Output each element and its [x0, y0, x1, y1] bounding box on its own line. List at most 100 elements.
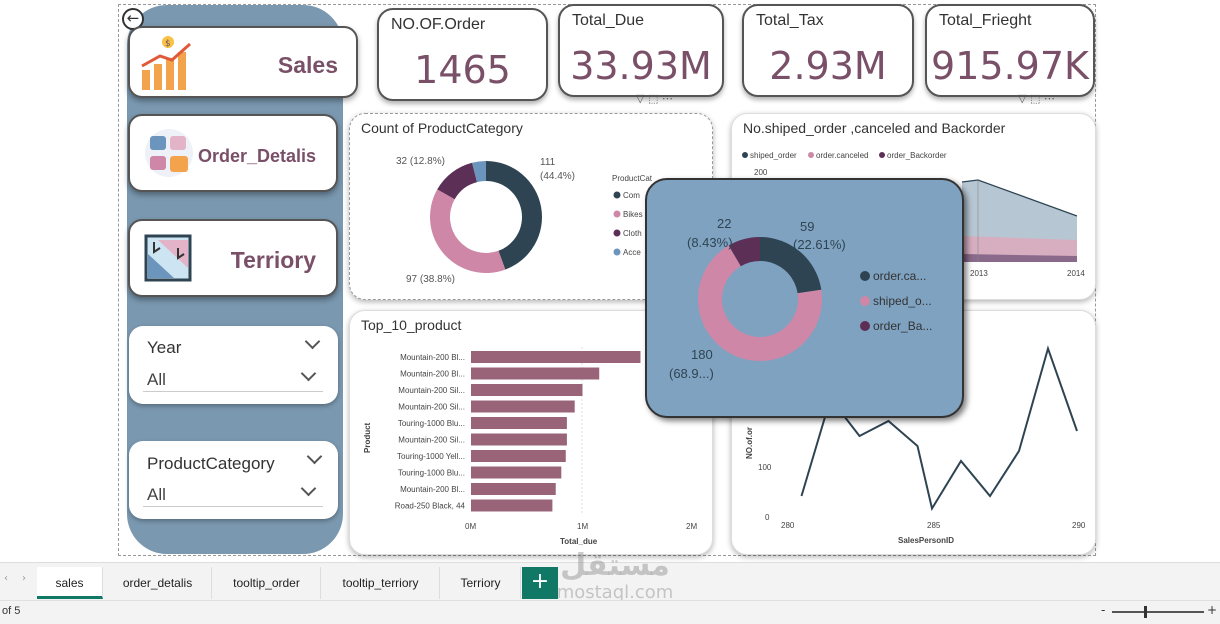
zoom-slider-thumb[interactable] — [1144, 606, 1147, 618]
bar[interactable] — [471, 466, 562, 479]
y-tick: 200 — [754, 168, 768, 177]
tab-tooltip-order[interactable]: tooltip_order — [213, 567, 321, 599]
product-category-slicer-title: ProductCategory — [147, 454, 275, 473]
visual-header: ▽ ⬚ ⋯ — [1018, 92, 1094, 108]
backorder-area — [962, 254, 1077, 262]
legend-title: ProductCat — [612, 174, 653, 183]
donut-slice[interactable] — [430, 189, 506, 273]
donut-slice[interactable] — [437, 162, 478, 200]
bar[interactable] — [471, 483, 556, 495]
panel-title: No.shiped_order ,canceled and Backorder — [743, 120, 1006, 136]
bar-chart: Product Total_due 0M 1M 2M Mountain-200 … — [363, 347, 697, 546]
donut-slice[interactable] — [472, 161, 486, 183]
bar-category-label: Mountain-200 Sil... — [398, 386, 465, 395]
bar[interactable] — [471, 417, 567, 429]
bar[interactable] — [471, 351, 641, 363]
focus-mode-icon[interactable]: ⬚ — [647, 92, 659, 105]
legend-item: order_Ba... — [873, 319, 932, 333]
x-tick: 290 — [1072, 521, 1086, 530]
donut-label: 22 — [717, 216, 731, 231]
scroll-right-icon[interactable]: › — [22, 573, 26, 584]
x-tick: 280 — [781, 521, 795, 530]
product-category-dropdown-value: All — [147, 485, 166, 504]
tab-order-details[interactable]: order_detalis — [104, 567, 212, 599]
bar-category-label: Touring-1000 Blu... — [398, 419, 465, 428]
donut-label: (68.9...) — [669, 366, 714, 381]
bar[interactable] — [471, 450, 566, 462]
legend-dot — [860, 271, 870, 281]
legend-item: order.ca... — [873, 269, 926, 283]
donut-label: 97 (38.8%) — [406, 274, 455, 285]
zoom-out-icon[interactable]: - — [1101, 603, 1106, 617]
nav-territory-button[interactable]: Terriory — [128, 219, 338, 297]
year-slicer-title: Year — [147, 338, 182, 357]
watermark-latin: mostaql.com — [556, 582, 674, 603]
more-options-icon[interactable]: ⋯ — [661, 92, 673, 105]
donut-label: 180 — [691, 347, 713, 362]
tab-tooltip-territory[interactable]: tooltip_terriory — [322, 567, 440, 599]
chevron-down-icon[interactable] — [304, 333, 321, 350]
x-tick: 285 — [927, 521, 941, 530]
bar[interactable] — [471, 400, 575, 413]
tooltip-page: 22 (8.43%) 59 (22.61%) 180 (68.9...) ord… — [645, 178, 964, 418]
filter-icon[interactable]: ▽ — [1018, 92, 1027, 105]
more-options-icon[interactable]: ⋯ — [1043, 92, 1055, 105]
bar[interactable] — [471, 433, 567, 446]
kpi-value: 1465 — [414, 48, 511, 92]
donut-slice[interactable] — [486, 161, 543, 270]
legend-item: order.canceled — [816, 151, 868, 160]
zoom-in-icon[interactable]: + — [1207, 603, 1218, 617]
order-details-icon — [145, 129, 193, 177]
chevron-down-icon — [300, 365, 317, 382]
y-axis-label: NO.of.or — [745, 427, 754, 459]
chevron-down-icon[interactable] — [306, 448, 323, 465]
zoom-slider[interactable] — [1112, 606, 1204, 618]
kpi-total-tax-card[interactable]: Total_Tax 2.93M — [742, 4, 914, 97]
legend-dot — [808, 152, 814, 158]
watermark: مستقل mostaql.com — [540, 548, 690, 612]
year-slicer[interactable]: Year All — [129, 326, 338, 404]
filter-icon[interactable]: ▽ — [636, 92, 645, 105]
kpi-title: NO.OF.Order — [391, 16, 486, 33]
legend-item: Acce — [623, 248, 641, 257]
nav-sales-button[interactable]: $ Sales — [128, 26, 358, 98]
scroll-left-icon[interactable]: ‹ — [4, 573, 8, 584]
tab-territory[interactable]: Terriory — [441, 567, 521, 599]
bar[interactable] — [471, 499, 553, 512]
bar[interactable] — [471, 367, 600, 380]
donut-label: (8.43%) — [687, 235, 733, 250]
legend-dot — [742, 152, 748, 158]
donut-slice[interactable] — [698, 245, 822, 361]
x-tick: 0M — [465, 522, 476, 531]
kpi-total-due-card[interactable]: Total_Due 33.93M — [558, 4, 724, 97]
legend-dot — [860, 321, 870, 331]
legend-dot — [613, 229, 621, 237]
nav-order-details-label: Order_Detalis — [198, 146, 317, 166]
line-series — [800, 345, 1078, 512]
donut-chart: 111 (44.4%) 32 (12.8%) 97 (38.8%) Produc… — [396, 156, 653, 285]
bar[interactable] — [471, 384, 583, 396]
donut-label: 32 (12.8%) — [396, 156, 445, 167]
bar-category-label: Mountain-200 Bl... — [400, 485, 465, 494]
year-dropdown[interactable]: All — [143, 364, 323, 392]
tooltip-donut: 22 (8.43%) 59 (22.61%) 180 (68.9...) ord… — [669, 216, 932, 381]
x-axis-label: SalesPersonID — [898, 536, 954, 545]
focus-mode-icon[interactable]: ⬚ — [1029, 92, 1041, 105]
kpi-total-freight-card[interactable]: Total_Frieght 915.97K — [925, 4, 1095, 97]
y-tick: 0 — [765, 513, 770, 522]
watermark-arabic: مستقل — [560, 548, 670, 583]
bar-category-label: Touring-1000 Blu... — [398, 469, 465, 478]
tab-sales[interactable]: sales — [37, 567, 103, 599]
add-page-button[interactable]: + — [522, 567, 558, 599]
y-axis-label: Product — [363, 422, 372, 453]
donut-slice[interactable] — [760, 237, 822, 294]
page-tabs-bar: ‹ › sales order_detalis tooltip_order to… — [0, 562, 1220, 600]
bar-category-label: Mountain-200 Sil... — [398, 436, 465, 445]
product-category-dropdown[interactable]: All — [143, 479, 323, 507]
kpi-orders-card[interactable]: NO.OF.Order 1465 — [377, 8, 548, 101]
legend-item: Cloth — [623, 229, 642, 238]
bar-category-label: Road-250 Black, 44 — [395, 502, 466, 511]
product-category-slicer[interactable]: ProductCategory All — [129, 441, 338, 519]
nav-order-details-button[interactable]: Order_Detalis — [128, 114, 338, 192]
donut-slice[interactable] — [728, 237, 760, 267]
